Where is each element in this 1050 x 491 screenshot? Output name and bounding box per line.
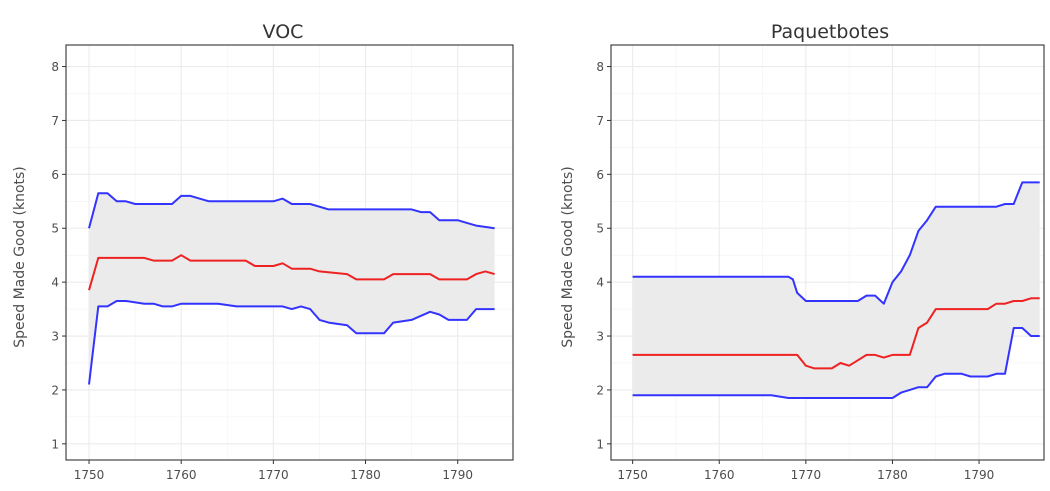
x-tick-label: 1750 xyxy=(617,468,648,482)
panel-title: VOC xyxy=(263,21,304,43)
y-tick-label: 7 xyxy=(51,114,59,128)
panel-paquetbotes: Paquetbotes Speed Made Good (knots) 1 2 3 4… xyxy=(560,21,1045,482)
median-line xyxy=(632,297,1040,370)
y-tick-label: 8 xyxy=(596,60,604,74)
y-tick-label: 5 xyxy=(51,222,59,236)
x-tick-label: 1750 xyxy=(74,468,105,482)
upper-bound-line xyxy=(632,181,1040,305)
y-tick-label: 6 xyxy=(51,168,59,182)
x-tick-label: 1780 xyxy=(350,468,381,482)
median-line xyxy=(88,254,495,291)
y-tick-label: 1 xyxy=(51,437,59,451)
y-tick-label: 6 xyxy=(596,168,604,182)
x-tick-label: 1770 xyxy=(791,468,822,482)
y-tick-label: 5 xyxy=(596,222,604,236)
x-tick-label: 1790 xyxy=(442,468,473,482)
confidence-band xyxy=(632,182,1040,398)
lower-bound-line xyxy=(632,327,1040,399)
x-tick-label: 1780 xyxy=(877,468,908,482)
y-tick-label: 4 xyxy=(51,276,59,290)
plot-area: 1 2 3 4 5 6 7 8 1750 1760 1770 1780 1790 xyxy=(51,44,514,482)
upper-bound-line xyxy=(88,192,495,230)
x-tick-label: 1770 xyxy=(258,468,289,482)
y-tick-label: 1 xyxy=(596,437,604,451)
y-tick-label: 4 xyxy=(596,276,604,290)
confidence-band xyxy=(89,193,495,385)
x-tick-label: 1790 xyxy=(964,468,995,482)
panel-border xyxy=(610,44,1045,461)
y-tick-label: 3 xyxy=(51,330,59,344)
y-tick-label: 8 xyxy=(51,60,59,74)
y-tick-label: 2 xyxy=(596,383,604,397)
x-tick-label: 1760 xyxy=(166,468,197,482)
panel-voc: VOC Speed Made Good (knots) 1 2 3 4 5 6 7 8 1750… xyxy=(12,21,514,482)
plot-area: 1 2 3 4 5 6 7 8 1750 1760 1770 1780 1790 xyxy=(596,44,1045,482)
y-axis-title: Speed Made Good (knots) xyxy=(560,166,576,348)
y-tick-label: 2 xyxy=(51,383,59,397)
lower-bound-line xyxy=(88,300,495,385)
panel-title: Paquetbotes xyxy=(771,21,889,43)
y-tick-label: 3 xyxy=(596,330,604,344)
x-tick-label: 1760 xyxy=(704,468,735,482)
y-tick-label: 7 xyxy=(596,114,604,128)
panel-border xyxy=(65,44,514,461)
y-axis-title: Speed Made Good (knots) xyxy=(12,166,28,348)
